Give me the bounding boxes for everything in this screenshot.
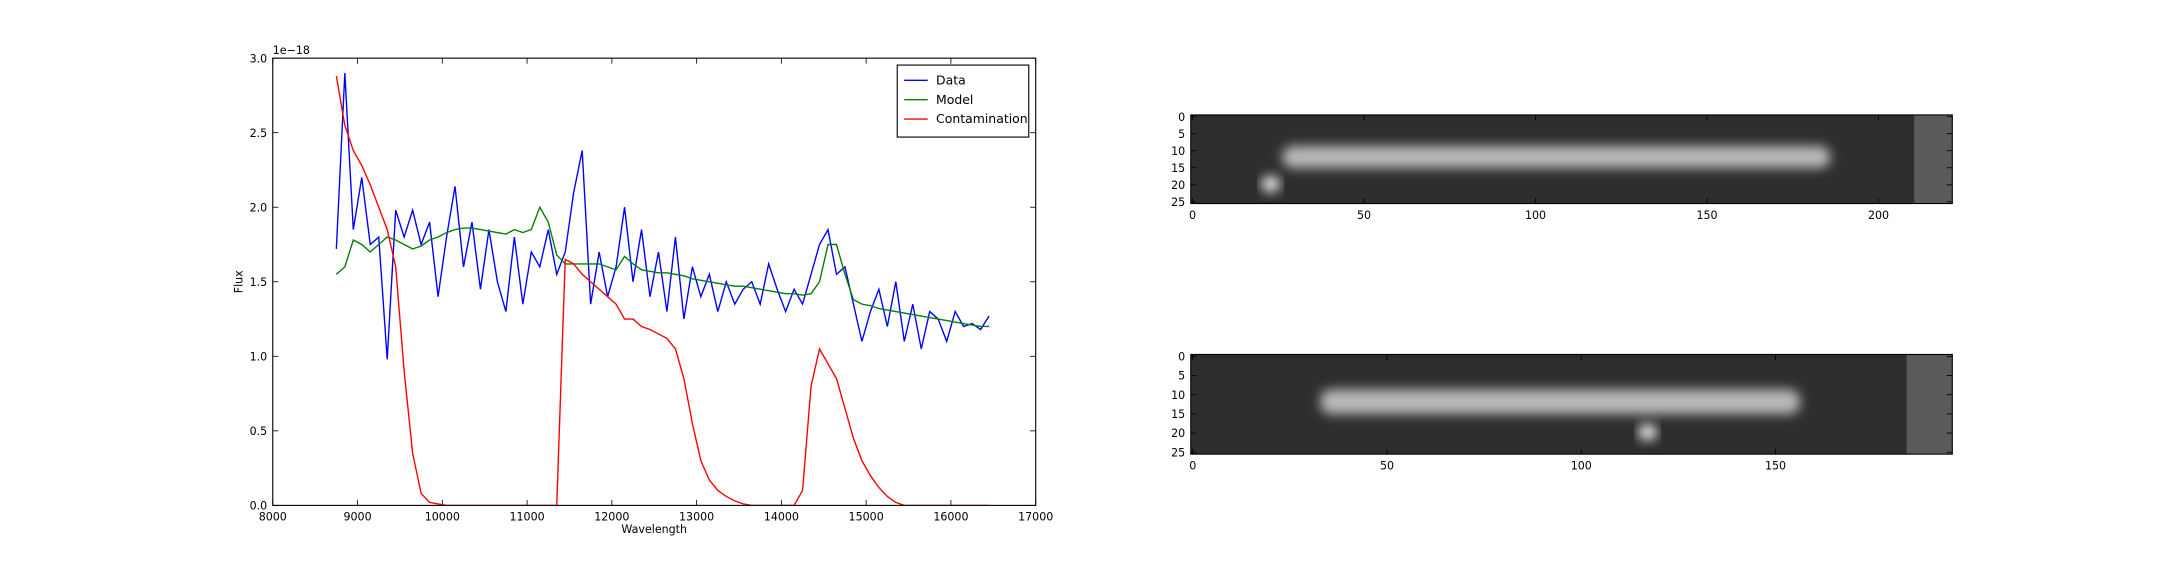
y-tick-label: 15 bbox=[1171, 162, 1185, 175]
x-tick-label: 150 bbox=[1696, 209, 1717, 222]
y-tick-label: 25 bbox=[1171, 196, 1185, 209]
x-tick-label: 10000 bbox=[425, 511, 460, 524]
y-tick-label: 0.0 bbox=[250, 500, 268, 513]
x-tick-label: 100 bbox=[1525, 209, 1546, 222]
series-line bbox=[335, 75, 990, 506]
y-tick-label: 2.5 bbox=[250, 127, 268, 140]
x-tick-label: 15000 bbox=[849, 511, 884, 524]
plot-frame bbox=[1190, 114, 1953, 205]
image-pad bbox=[1906, 354, 1953, 455]
image-blob bbox=[1261, 175, 1281, 193]
x-tick-label: 50 bbox=[1357, 209, 1371, 222]
y-tick-label: 15 bbox=[1171, 408, 1185, 421]
y-tick-label: 1.5 bbox=[250, 276, 268, 289]
x-tick-label: 17000 bbox=[1018, 511, 1053, 524]
legend-label: Data bbox=[936, 72, 966, 87]
x-axis-label: Wavelength bbox=[621, 523, 687, 536]
y-tick-label: 20 bbox=[1171, 427, 1185, 440]
y-tick-label: 5 bbox=[1178, 128, 1185, 141]
spectrum-image bbox=[1190, 354, 1953, 455]
x-tick-label: 200 bbox=[1868, 209, 1889, 222]
image-blob bbox=[1638, 423, 1658, 441]
y-tick-label: 10 bbox=[1171, 145, 1185, 158]
series-line bbox=[335, 205, 990, 328]
offset-label: 1e−18 bbox=[273, 44, 310, 57]
x-tick-label: 50 bbox=[1380, 459, 1394, 472]
y-tick-label: 2.0 bbox=[250, 201, 268, 214]
legend-box bbox=[896, 64, 1030, 138]
x-tick-label: 0 bbox=[1189, 459, 1196, 472]
x-tick-label: 100 bbox=[1571, 459, 1592, 472]
y-tick-label: 3.0 bbox=[250, 52, 268, 65]
plot-frame bbox=[1190, 353, 1953, 455]
y-axis-label: Flux bbox=[232, 270, 245, 293]
x-tick-label: 9000 bbox=[343, 511, 371, 524]
plot-frame bbox=[272, 57, 1037, 506]
image-pad bbox=[1914, 114, 1953, 204]
x-tick-label: 14000 bbox=[764, 511, 799, 524]
series-line bbox=[335, 73, 990, 360]
spectrum-image bbox=[1190, 114, 1953, 204]
x-tick-label: 12000 bbox=[594, 511, 629, 524]
y-tick-label: 20 bbox=[1171, 179, 1185, 192]
image-trace bbox=[1320, 389, 1800, 415]
y-tick-label: 0 bbox=[1178, 351, 1185, 364]
y-tick-label: 5 bbox=[1178, 370, 1185, 383]
y-tick-label: 10 bbox=[1171, 389, 1185, 402]
y-tick-label: 1.0 bbox=[250, 350, 268, 363]
x-tick-label: 150 bbox=[1765, 459, 1786, 472]
image-trace bbox=[1282, 145, 1831, 169]
x-tick-label: 13000 bbox=[679, 511, 714, 524]
legend-label: Contamination bbox=[936, 111, 1028, 126]
x-tick-label: 0 bbox=[1189, 209, 1196, 222]
legend-label: Model bbox=[936, 92, 973, 107]
y-tick-label: 0 bbox=[1178, 111, 1185, 124]
y-tick-label: 25 bbox=[1171, 446, 1185, 459]
x-tick-label: 11000 bbox=[509, 511, 544, 524]
x-tick-label: 16000 bbox=[933, 511, 968, 524]
y-tick-label: 0.5 bbox=[250, 425, 268, 438]
x-tick-label: 8000 bbox=[259, 511, 287, 524]
